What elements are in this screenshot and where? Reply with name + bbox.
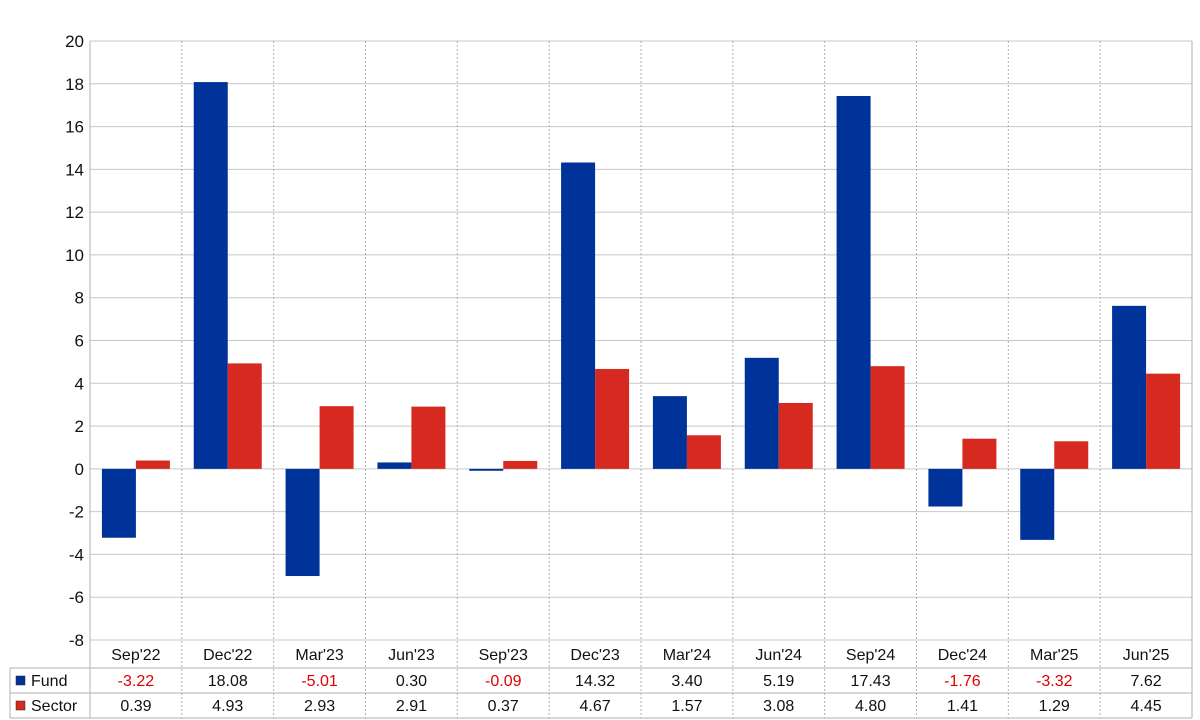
legend-label-sector: Sector — [31, 698, 78, 715]
sector-bar — [411, 406, 446, 469]
x-tick-label: Sep'24 — [846, 647, 895, 664]
data-label: 4.80 — [855, 698, 886, 715]
fund-bar — [377, 462, 412, 469]
data-label: 14.32 — [575, 673, 615, 690]
data-label: 1.41 — [947, 698, 978, 715]
data-label: -3.32 — [1036, 673, 1073, 690]
data-label: 0.39 — [120, 698, 151, 715]
y-tick-label: 14 — [65, 160, 84, 179]
sector-bar — [686, 435, 721, 469]
legend-swatch-sector — [15, 700, 26, 711]
data-table: Sep'22 Dec'22 Mar'23 Jun'23 Sep'23 Dec'23 Mar'… — [9, 647, 1192, 719]
y-tick-label: 20 — [65, 32, 84, 51]
fund-bar — [928, 468, 963, 507]
sector-bar — [870, 366, 905, 469]
y-tick-label: 12 — [65, 203, 84, 222]
data-label: 18.08 — [208, 673, 248, 690]
data-label: -0.09 — [485, 673, 522, 690]
x-tick-label: Jun'23 — [388, 647, 435, 664]
data-label: 3.40 — [671, 673, 702, 690]
data-label: 0.30 — [396, 673, 427, 690]
y-tick-label: -2 — [69, 503, 84, 522]
sector-bar — [1054, 441, 1089, 469]
x-tick-label: Mar'24 — [663, 647, 712, 664]
y-tick-label: 6 — [75, 332, 84, 351]
data-label: -5.01 — [301, 673, 338, 690]
fund-bar — [744, 357, 779, 469]
data-label: 5.19 — [763, 673, 794, 690]
y-tick-label: 8 — [75, 289, 84, 308]
x-tick-label: Sep'23 — [479, 647, 528, 664]
y-tick-label: 18 — [65, 75, 84, 94]
sector-bar — [227, 363, 262, 469]
y-tick-label: 2 — [75, 417, 84, 436]
y-tick-label: 16 — [65, 118, 84, 137]
data-label: 2.91 — [396, 698, 427, 715]
legend-swatch-fund — [15, 675, 26, 686]
y-tick-label: 10 — [65, 246, 84, 265]
fund-bar — [285, 468, 320, 577]
x-tick-label: Dec'22 — [203, 647, 252, 664]
data-label: 1.57 — [671, 698, 702, 715]
bars — [101, 82, 1181, 577]
fund-bar — [836, 95, 871, 469]
x-tick-label: Mar'23 — [295, 647, 344, 664]
sector-bar — [503, 460, 538, 469]
fund-bar — [1020, 468, 1055, 540]
data-label: 3.08 — [763, 698, 794, 715]
data-label: -1.76 — [944, 673, 981, 690]
sector-bar — [135, 460, 170, 469]
sector-bar — [962, 438, 997, 469]
data-label: 7.62 — [1131, 673, 1162, 690]
sector-bar — [595, 368, 630, 469]
grid — [89, 40, 1193, 718]
data-label: -3.22 — [118, 673, 155, 690]
data-label: 2.93 — [304, 698, 335, 715]
fund-bar — [1112, 305, 1147, 469]
x-tick-label: Jun'25 — [1123, 647, 1170, 664]
y-tick-label: 0 — [75, 460, 84, 479]
data-label: 1.29 — [1039, 698, 1070, 715]
x-tick-label: Dec'24 — [938, 647, 987, 664]
sector-bar — [319, 406, 354, 469]
y-tick-label: -4 — [69, 545, 84, 564]
fund-bar — [193, 82, 228, 469]
y-tick-label: -6 — [69, 588, 84, 607]
fund-bar — [652, 396, 687, 469]
data-label: 17.43 — [851, 673, 891, 690]
x-tick-label: Sep'22 — [111, 647, 160, 664]
data-label: 4.45 — [1131, 698, 1162, 715]
data-label: 4.93 — [212, 698, 243, 715]
fund-bar — [561, 162, 596, 469]
fund-bar — [101, 468, 136, 538]
sector-bar — [778, 402, 813, 469]
x-tick-label: Mar'25 — [1030, 647, 1079, 664]
fund-bar — [469, 468, 504, 471]
data-label: 0.37 — [488, 698, 519, 715]
x-tick-label: Jun'24 — [755, 647, 802, 664]
x-tick-label: Dec'23 — [570, 647, 619, 664]
legend-label-fund: Fund — [31, 673, 67, 690]
y-tick-label: 4 — [75, 374, 84, 393]
data-label: 4.67 — [580, 698, 611, 715]
sector-bar — [1146, 373, 1181, 469]
y-tick-label: -8 — [69, 631, 84, 650]
